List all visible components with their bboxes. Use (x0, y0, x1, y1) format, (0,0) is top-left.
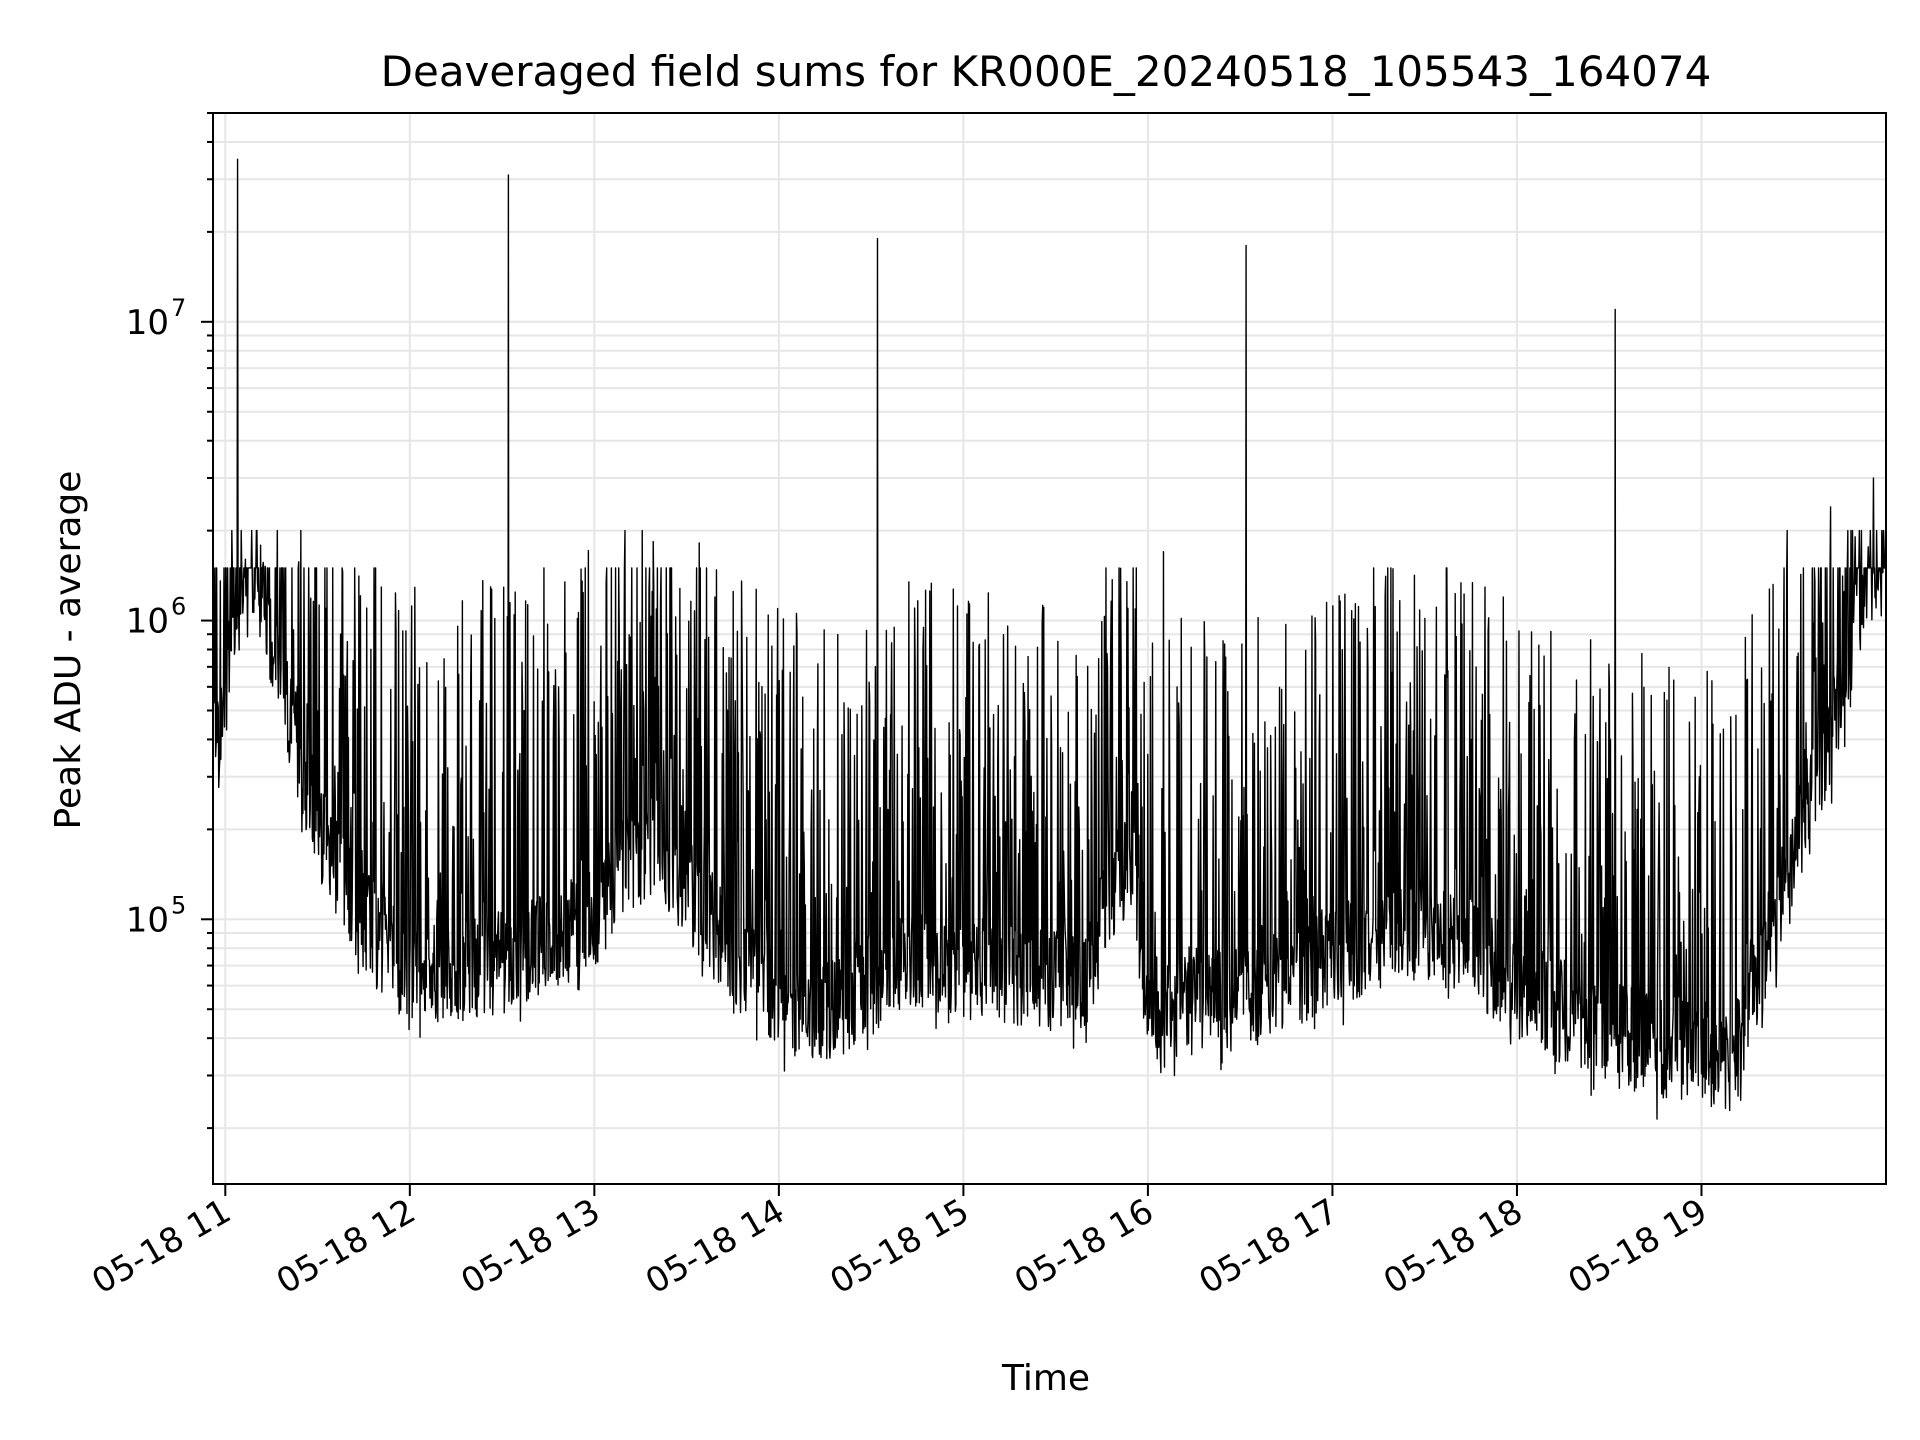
axes-frame (212, 112, 1887, 1185)
y-tick-label-exponent: 5 (171, 891, 186, 919)
gridlines (213, 112, 1886, 1184)
y-tick-label-exponent: 6 (171, 593, 186, 621)
y-axis-label: Peak ADU - average (48, 471, 89, 830)
y-tick-label: 10 (126, 602, 169, 642)
chart-title: Deaveraged field sums for KR000E_2024051… (381, 47, 1712, 96)
y-tick-label: 10 (126, 303, 169, 343)
series-path (212, 158, 1887, 1120)
x-axis-label: Time (1001, 1358, 1090, 1399)
y-tick-label: 10 (126, 900, 169, 940)
series-line (212, 158, 1887, 1120)
y-tick-label-exponent: 7 (171, 294, 186, 322)
